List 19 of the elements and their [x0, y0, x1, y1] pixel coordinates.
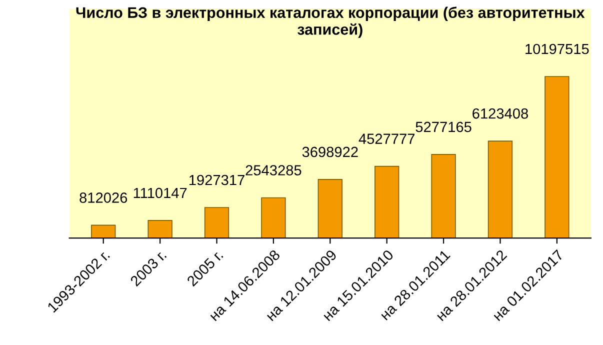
bar: [148, 220, 172, 238]
data-label: 1927317: [189, 174, 244, 186]
data-label: 10197515: [526, 44, 589, 54]
bar: [204, 207, 230, 238]
bar: [431, 154, 456, 238]
chart-title: Число БЗ в электронных каталогах корпорации (без авторитетных записей): [76, 6, 585, 38]
bar: [374, 166, 400, 238]
data-label: 3698922: [302, 146, 358, 158]
data-label: 5277165: [416, 122, 472, 132]
bar: [261, 197, 286, 238]
bar: [544, 76, 570, 238]
data-label: 2543285: [246, 165, 302, 176]
data-label: 4527777: [358, 134, 414, 144]
bar: [488, 140, 513, 238]
data-label: 1110147: [134, 188, 187, 198]
bar: [318, 179, 342, 238]
data-label: 6123408: [472, 108, 528, 119]
bar: [91, 224, 116, 238]
data-label: 812026: [80, 192, 128, 203]
